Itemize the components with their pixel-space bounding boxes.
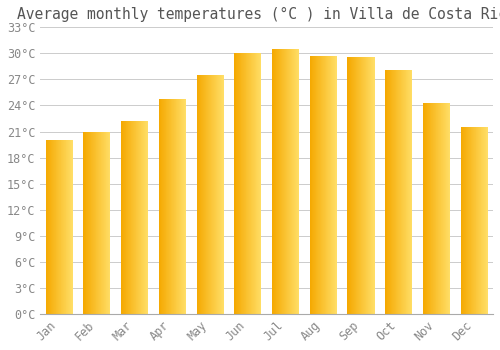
Title: Average monthly temperatures (°C ) in Villa de Costa Rica: Average monthly temperatures (°C ) in Vi… [18, 7, 500, 22]
